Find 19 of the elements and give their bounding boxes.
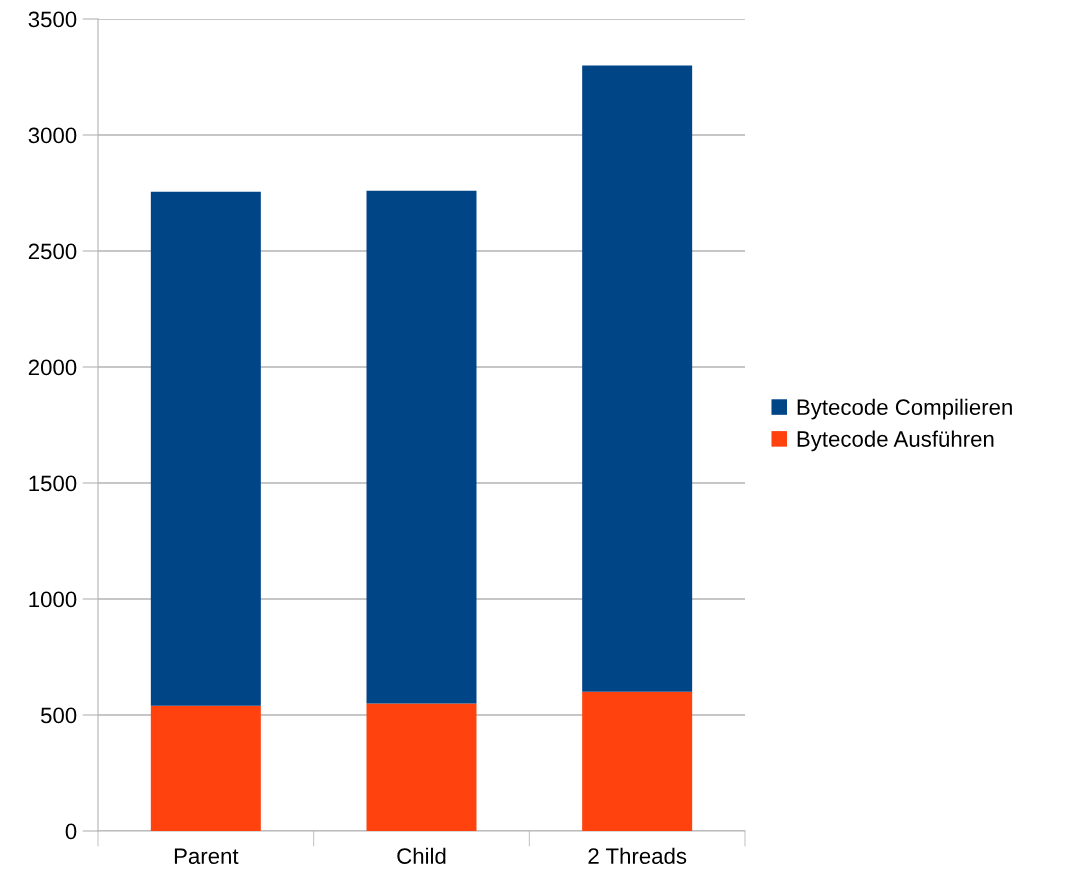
y-tick-label: 1000 — [29, 591, 77, 608]
x-tick-label: Child — [397, 847, 446, 864]
bar — [150, 705, 261, 831]
legend-label: Bytecode Compilieren — [797, 398, 1012, 420]
bar — [582, 65, 693, 692]
bar — [150, 191, 261, 706]
y-tick-label: 500 — [40, 707, 77, 724]
y-tick-label: 3000 — [28, 127, 77, 144]
x-tick-label: Parent — [174, 848, 239, 864]
bar — [582, 691, 693, 831]
legend-label: Bytecode Ausführen — [797, 430, 994, 452]
bar — [366, 190, 477, 704]
y-tick-label: 1500 — [29, 475, 77, 492]
y-tick-label: 2000 — [28, 359, 77, 376]
y-tick-label: 3500 — [28, 11, 77, 28]
x-tick-label: 2 Threads — [588, 847, 687, 864]
bar — [366, 703, 477, 831]
y-tick-label: 2500 — [28, 243, 77, 260]
y-tick-label: 0 — [65, 823, 77, 840]
